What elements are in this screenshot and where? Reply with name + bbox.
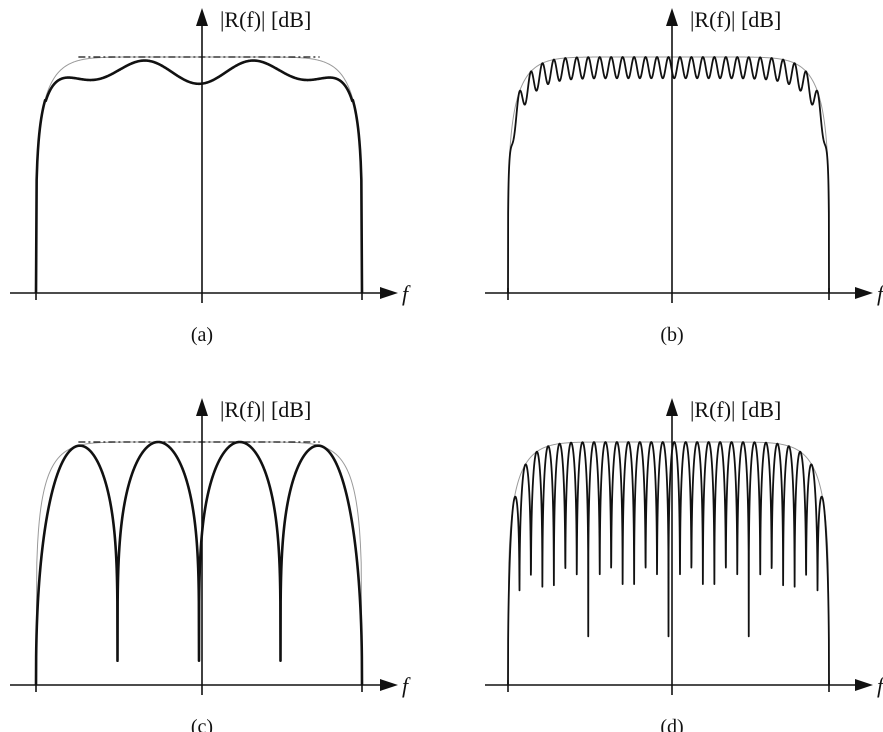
- y-axis-label: |R(f)| [dB]: [220, 7, 311, 32]
- y-axis-arrow-icon: [666, 398, 678, 416]
- y-axis-arrow-icon: [666, 8, 678, 26]
- x-axis-label: f: [402, 673, 411, 698]
- chart-panel-c: |R(f)| [dB] f (c): [10, 397, 411, 732]
- x-axis-arrow-icon: [855, 679, 873, 691]
- chart-panel-d: |R(f)| [dB] f (d): [485, 397, 883, 732]
- ideal-envelope-curve: [507, 56, 830, 294]
- x-axis-arrow-icon: [380, 287, 398, 299]
- ideal-envelope-curve: [507, 441, 830, 686]
- panel-caption: (a): [191, 324, 213, 346]
- panel-caption: (d): [660, 716, 683, 732]
- ideal-envelope-curve: [35, 56, 363, 294]
- y-axis-arrow-icon: [196, 398, 208, 416]
- y-axis-arrow-icon: [196, 8, 208, 26]
- x-axis-label: f: [877, 673, 883, 698]
- response-curve: [507, 441, 830, 686]
- panel-caption: (b): [660, 324, 683, 346]
- x-axis-arrow-icon: [855, 287, 873, 299]
- chart-panel-b: |R(f)| [dB] f (b): [485, 7, 883, 346]
- y-axis-label: |R(f)| [dB]: [690, 7, 781, 32]
- response-curve: [34, 440, 364, 686]
- x-axis-label: f: [402, 281, 411, 306]
- chart-panel-a: |R(f)| [dB] f (a): [10, 7, 411, 346]
- x-axis-arrow-icon: [380, 679, 398, 691]
- y-axis-label: |R(f)| [dB]: [690, 397, 781, 422]
- response-curve: [507, 56, 830, 294]
- x-axis-label: f: [877, 281, 883, 306]
- response-curve: [34, 59, 364, 294]
- y-axis-label: |R(f)| [dB]: [220, 397, 311, 422]
- panel-caption: (c): [191, 716, 213, 732]
